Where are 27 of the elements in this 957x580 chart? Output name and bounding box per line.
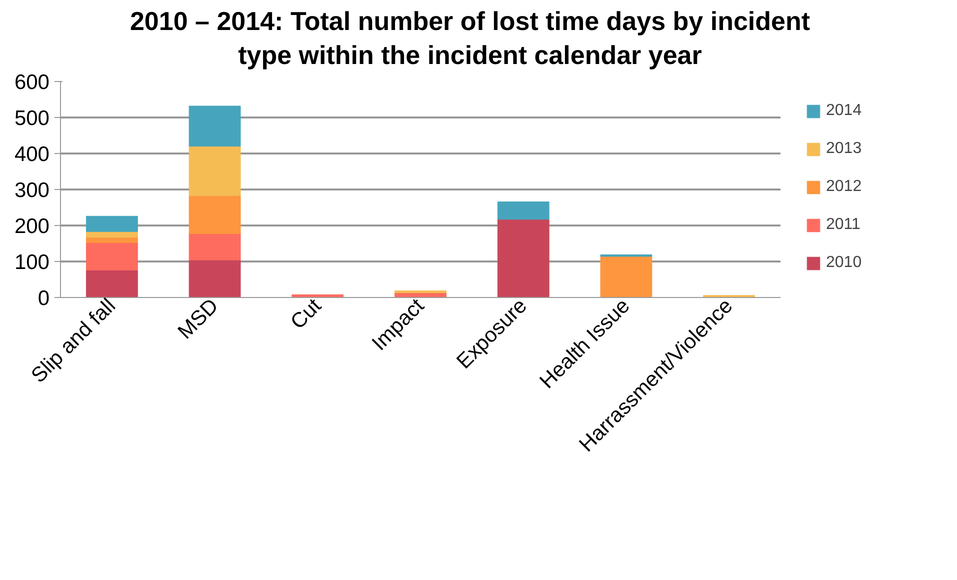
x-tick-label: Cut: [286, 294, 326, 334]
y-tick-label: 300: [14, 178, 50, 202]
y-tick-label: 600: [14, 70, 50, 94]
legend-label: 2010: [826, 254, 862, 272]
bar: [86, 215, 138, 232]
legend-label: 2011: [826, 216, 860, 234]
bar: [188, 194, 241, 234]
legend-label: 2013: [826, 140, 862, 158]
bar: [86, 242, 138, 270]
bar: [188, 259, 241, 298]
y-tick-label: 0: [38, 286, 50, 310]
bar: [600, 256, 652, 298]
y-tick-label: 400: [14, 142, 50, 166]
chart-title: 2010 – 2014: Total number of lost time days by incident type within the incident calendar year: [128, 5, 812, 72]
legend-label: 2012: [826, 178, 862, 196]
legend-label: 2014: [826, 102, 862, 120]
bar: [86, 269, 138, 298]
bar: [188, 105, 241, 146]
y-tick-label: 200: [14, 214, 50, 238]
bar: [394, 290, 446, 293]
bar: [86, 236, 138, 243]
y-tick-label: 500: [14, 106, 50, 130]
bar: [188, 233, 241, 260]
bar: [497, 201, 550, 220]
bar: [497, 218, 550, 298]
bar: [188, 146, 241, 196]
y-tick-label: 100: [14, 250, 50, 274]
